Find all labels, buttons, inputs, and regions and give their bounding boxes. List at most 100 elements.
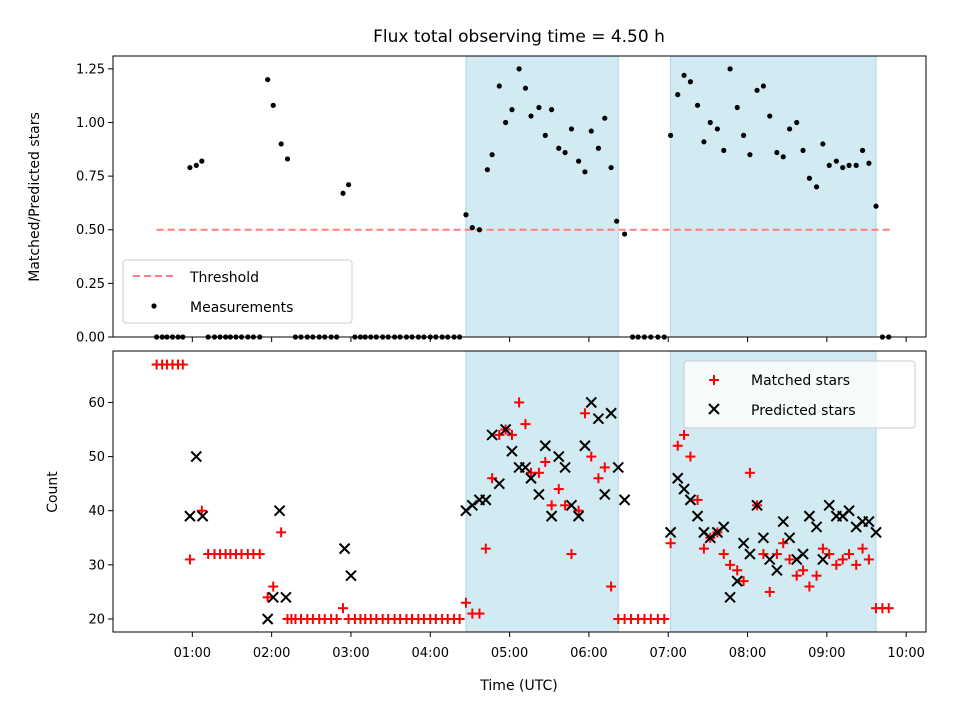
predicted-star-stroke-b [184,510,196,522]
predicted-star-point [466,499,479,512]
predicted-star-point [493,477,505,490]
predicted-star-point [718,521,730,533]
measurement-point [846,162,852,168]
measurement-point [727,66,733,72]
predicted-star-point [519,461,532,474]
measurement-point [582,169,588,175]
predicted-star-stroke-b [751,499,763,512]
bottom-y-tick-label: 60 [88,396,105,411]
measurement-point [800,147,806,153]
measurement-point [767,113,773,119]
predicted-star-stroke-b [559,461,571,474]
predicted-star-stroke-b [196,510,209,522]
matched-star-point [254,549,265,560]
predicted-star-stroke-b [553,450,565,463]
predicted-star-stroke-b [863,515,875,528]
measurement-point [806,175,813,181]
predicted-star-point [184,510,196,522]
top-y-tick-label: 1.25 [76,62,105,77]
top-y-tick-label: 0.00 [76,331,105,346]
matched-star-point [520,419,531,430]
predicted-star-stroke-b [797,548,809,560]
predicted-star-point [605,407,617,419]
measurement-point [774,149,780,156]
measurement-point [496,83,502,89]
measurement-point [714,126,720,132]
predicted-star-point [618,494,631,506]
predicted-star-point [592,412,605,425]
measurement-point [826,162,832,168]
measurement-point [489,152,495,158]
predicted-star-point [612,461,624,474]
predicted-star-point [267,591,279,604]
matched-star-point [276,527,287,538]
predicted-star-stroke-b [267,591,279,604]
legend-matched-label: Matched stars [751,373,850,389]
matched-star-point [883,603,894,614]
measurement-point [270,102,276,108]
measurement-point [265,76,271,83]
measurement-point [469,225,475,231]
measurement-point [193,162,199,168]
predicted-star-stroke-b [506,445,518,457]
predicted-star-stroke-b [678,483,690,495]
predicted-star-stroke-b [585,396,597,409]
measurement-point [595,145,602,151]
predicted-star-point [810,521,823,533]
bottom-y-tick-label: 50 [88,450,105,465]
matched-star-point [725,559,736,570]
predicted-star-point [599,488,611,501]
top-y-tick-label: 0.50 [76,223,105,238]
legend-matched-swatch [709,375,719,385]
measurement-point [820,141,826,147]
predicted-star-point [539,440,551,452]
matched-star-point [685,451,696,462]
matched-star-point [784,554,795,565]
bottom-x-tick-label: 08:00 [729,646,766,661]
predicted-star-point [486,429,498,441]
predicted-star-stroke-b [684,494,697,506]
predicted-star-stroke-b [280,591,292,604]
predicted-star-point [764,553,776,566]
bottom-legend: Matched stars Predicted stars [683,360,916,429]
matched-star-point [606,581,617,592]
matched-star-point [665,538,676,549]
predicted-star-stroke-b [764,553,776,566]
legend-measurements-swatch [151,303,157,309]
predicted-star-stroke-b [486,429,498,441]
measurement-point [536,104,542,111]
matched-star-point [844,549,855,560]
predicted-star-point [190,450,202,463]
predicted-star-point [585,396,597,409]
bottom-y-tick-label: 30 [88,558,105,573]
measurement-point [621,231,628,237]
matched-star-point [837,554,848,565]
measurement-point [721,147,727,153]
measurement-point [614,218,620,224]
matched-star-point [560,500,571,511]
predicted-star-point [863,515,875,528]
bottom-x-tick-label: 03:00 [332,646,369,661]
predicted-star-stroke-b [817,553,829,566]
predicted-star-point [691,510,704,522]
top-y-tick-label: 1.00 [76,116,105,131]
measurement-point [542,132,548,138]
measurement-point [694,102,701,108]
measurement-point [484,167,490,173]
predicted-star-stroke-b [672,472,684,484]
matched-star-point [824,549,835,560]
matched-star-point [698,543,709,554]
predicted-star-stroke-b [499,423,512,436]
matched-star-point [514,397,525,408]
matched-star-point [533,467,544,478]
measurement-point [528,113,534,119]
measurement-point [780,154,786,160]
measurement-point [794,119,800,126]
measurement-point [813,184,820,190]
matched-star-point [480,543,491,554]
predicted-star-stroke-b [691,510,704,522]
measurement-point [687,79,694,85]
predicted-star-stroke-b [545,510,558,522]
bottom-x-tick-label: 04:00 [412,646,449,661]
predicted-star-stroke-b [519,461,532,474]
